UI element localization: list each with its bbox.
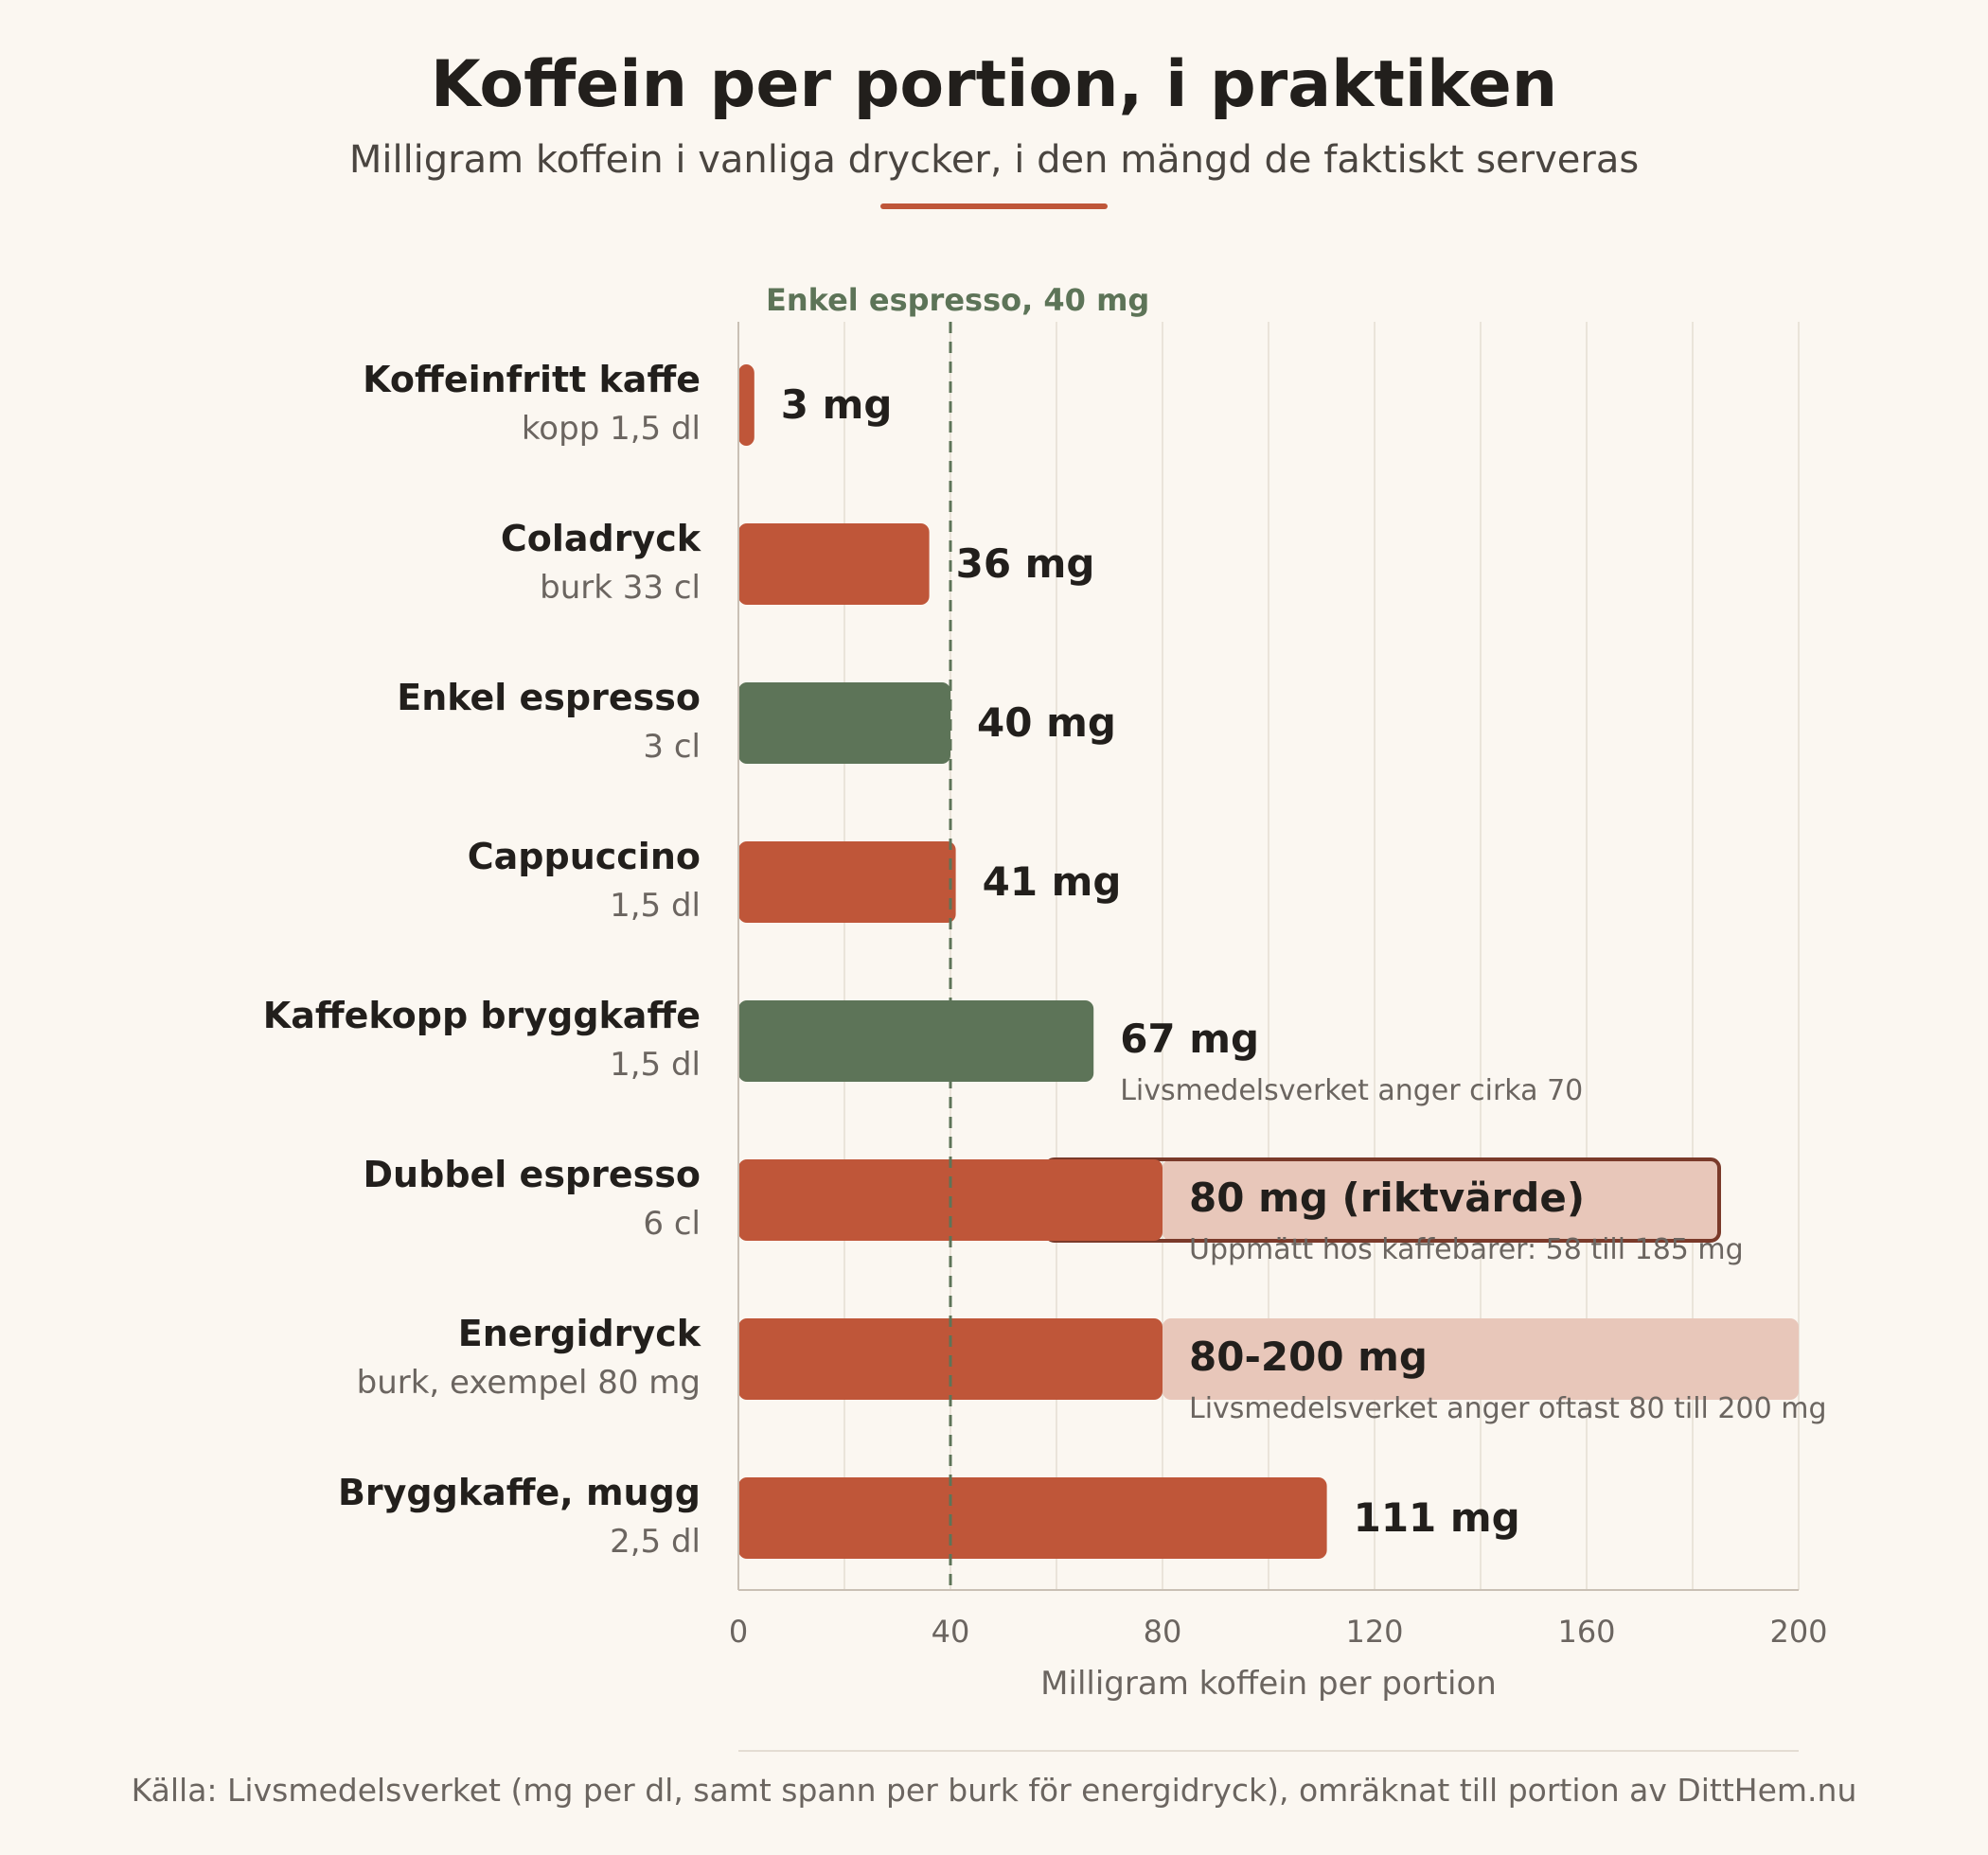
data-label: 111 mg [1354,1494,1520,1541]
x-tick-label: 80 [1144,1614,1182,1650]
data-label: 40 mg [977,699,1116,746]
portion-label: 2,5 dl [610,1523,701,1561]
data-label: 80 mg (riktvärde) [1189,1175,1585,1221]
chart-title: Koffein per portion, i praktiken [431,47,1557,122]
category-label: Energidryck [458,1313,701,1354]
portion-label: kopp 1,5 dl [522,410,701,448]
bar [738,523,930,605]
x-tick-label: 200 [1769,1614,1827,1650]
category-label: Enkel espresso [397,677,701,718]
chart-subtitle: Milligram koffein i vanliga drycker, i d… [349,138,1639,182]
x-tick-label: 120 [1345,1614,1403,1650]
data-note: Livsmedelsverket anger cirka 70 [1120,1074,1583,1107]
value-labels: 3 mg 36 mg 40 mg 41 mg 67 mg Livsmedelsverket… [781,381,1827,1541]
category-labels: Koffeinfritt kaffe kopp 1,5 dl Coladryck bu… [263,359,701,1561]
portion-label: 1,5 dl [610,887,701,925]
reference-line-label: Enkel espresso, 40 mg [766,282,1149,318]
x-axis-label: Milligram koffein per portion [1040,1665,1497,1703]
data-label: 67 mg [1120,1016,1259,1062]
data-label: 3 mg [781,381,893,428]
bar [738,364,754,446]
data-label: 36 mg [956,540,1095,587]
data-note: Uppmätt hos kaffebarer: 58 till 185 mg [1189,1233,1744,1266]
category-label: Coladryck [501,518,701,559]
portion-label: 3 cl [643,728,701,766]
portion-label: 1,5 dl [610,1046,701,1084]
portion-label: burk, exempel 80 mg [357,1364,701,1402]
x-tick-label: 0 [729,1614,748,1650]
source-note: Källa: Livsmedelsverket (mg per dl, samt… [132,1772,1857,1809]
bar [738,682,950,764]
title-accent-rule [880,203,1108,209]
data-note: Livsmedelsverket anger oftast 80 till 20… [1189,1392,1827,1425]
category-label: Kaffekopp bryggkaffe [263,995,701,1036]
portion-label: 6 cl [643,1205,701,1243]
range-band [1163,1318,1799,1400]
data-label: 41 mg [983,858,1122,905]
data-label: 80-200 mg [1189,1334,1428,1380]
range-band [1163,1159,1719,1241]
bar [738,841,956,923]
reference-line-group: Enkel espresso, 40 mg [766,282,1149,1590]
axes: 0 40 80 120 160 200 [729,322,1828,1650]
portion-label: burk 33 cl [540,569,701,607]
bar [738,1477,1327,1559]
x-tick-label: 40 [932,1614,970,1650]
category-label: Koffeinfritt kaffe [363,359,701,400]
bar [738,1000,1094,1082]
category-label: Cappuccino [468,836,701,877]
category-label: Bryggkaffe, mugg [338,1472,701,1513]
range-bands [1043,1157,1799,1400]
category-label: Dubbel espresso [364,1154,701,1195]
x-tick-label: 160 [1557,1614,1615,1650]
